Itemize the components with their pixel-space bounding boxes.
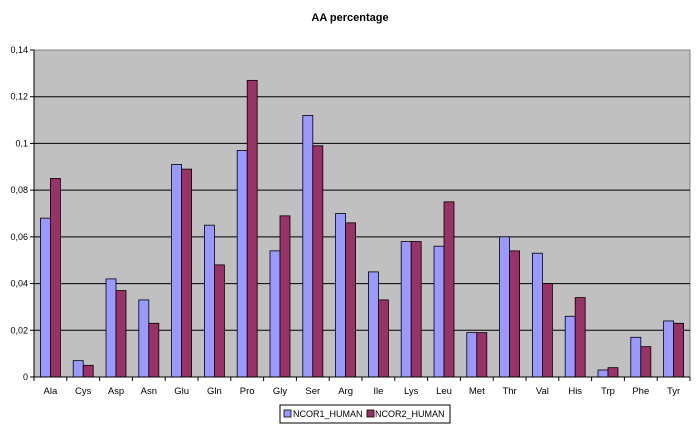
bar-ncor2-ala [50, 178, 61, 378]
bar-ncor2-his [574, 297, 586, 378]
bar-ncor1-trp [597, 369, 609, 378]
bar-ncor1-tyr [663, 320, 674, 378]
bar-ncor1-phe [630, 336, 642, 378]
x-tick-label: Gly [273, 386, 288, 397]
bar-ncor2-thr [509, 250, 521, 378]
x-tick-label: Gln [207, 386, 222, 397]
bar-ncor2-lys [410, 241, 422, 378]
bar-ncor2-trp [607, 367, 619, 378]
y-tick-label: 0,08 [10, 185, 28, 195]
legend-label-ncor1: NCOR1_HUMAN [293, 409, 363, 419]
x-tick-label: Phe [632, 386, 649, 397]
bar-ncor2-met [476, 332, 488, 378]
x-tick-label: Cys [75, 386, 92, 397]
x-tick-label: Ala [44, 386, 58, 397]
bar-ncor2-arg [345, 222, 357, 378]
bar-ncor1-pro [236, 150, 248, 378]
bar-ncor1-thr [499, 236, 511, 378]
bars [40, 79, 684, 378]
bar-ncor1-glu [171, 164, 183, 378]
y-tick-label: 0 [23, 372, 28, 382]
bar-ncor1-lys [400, 241, 412, 378]
bar-ncor2-val [542, 283, 553, 378]
x-tick-label: Pro [240, 386, 255, 397]
x-tick-label: Asn [141, 386, 157, 397]
y-axis: 0 0,02 0,04 0,06 0,08 0,1 0,12 0,14 [10, 45, 35, 382]
x-tick-label: Leu [436, 386, 452, 397]
y-tick-label: 0,14 [10, 45, 28, 55]
bar-ncor2-asn [148, 322, 160, 378]
bar-ncor1-gln [203, 224, 215, 378]
x-tick-label: Ser [305, 386, 320, 397]
bar-ncor2-gly [279, 215, 291, 378]
x-tick-label: Lys [404, 386, 419, 397]
y-tick-label: 0,1 [15, 138, 28, 148]
chart-title: AA percentage [311, 12, 388, 24]
x-tick-label: Glu [174, 386, 189, 397]
plot-area [33, 49, 691, 378]
bar-ncor2-phe [640, 346, 652, 378]
bar-ncor1-asn [138, 299, 150, 378]
x-tick-label: Ile [373, 386, 383, 397]
bar-ncor1-ile [367, 271, 379, 378]
x-tick-label: Val [536, 386, 549, 397]
bar-ncor2-ile [377, 299, 389, 378]
y-tick-label: 0,02 [10, 325, 28, 335]
bar-ncor2-ser [312, 145, 324, 378]
bar-ncor1-arg [335, 213, 347, 378]
x-tick-label: Thr [502, 386, 516, 397]
bar-ncor1-his [564, 315, 576, 378]
x-tick-label: Asp [108, 386, 124, 397]
legend-swatch-ncor2 [366, 409, 375, 418]
x-tick-label: Met [469, 386, 485, 397]
legend-swatch-ncor1 [283, 409, 292, 418]
bar-ncor1-cys [72, 360, 84, 378]
y-tick-label: 0,04 [10, 279, 28, 289]
x-axis: Ala Cys Asp Asn Glu Gln Pro Gly Ser Arg Ile Lys Leu M… [33, 376, 691, 397]
bar-ncor2-glu [181, 168, 193, 378]
bar-ncor1-ala [40, 217, 51, 378]
x-tick-label: Tyr [667, 386, 680, 397]
legend-label-ncor2: NCOR2_HUMAN [375, 409, 445, 419]
bar-ncor1-met [466, 332, 478, 378]
x-tick-label: His [568, 386, 582, 397]
bar-ncor1-gly [269, 250, 281, 378]
x-tick-label: Trp [601, 386, 615, 397]
y-tick-label: 0,06 [10, 232, 28, 242]
legend-box [279, 404, 451, 424]
bar-ncor1-leu [433, 245, 445, 378]
legend: NCOR1_HUMAN NCOR2_HUMAN [279, 404, 451, 424]
bar-ncor2-gln [213, 264, 225, 378]
bar-ncor1-asp [105, 278, 117, 378]
bar-ncor1-ser [302, 115, 314, 378]
bar-ncor1-val [532, 252, 543, 378]
bar-ncor2-pro [246, 79, 258, 378]
y-tick-label: 0,12 [10, 92, 28, 102]
bar-ncor2-tyr [673, 322, 684, 378]
bar-ncor2-cys [82, 364, 94, 378]
bar-ncor2-asp [115, 290, 127, 378]
x-tick-label: Arg [338, 386, 353, 397]
bar-ncor2-leu [443, 201, 455, 378]
